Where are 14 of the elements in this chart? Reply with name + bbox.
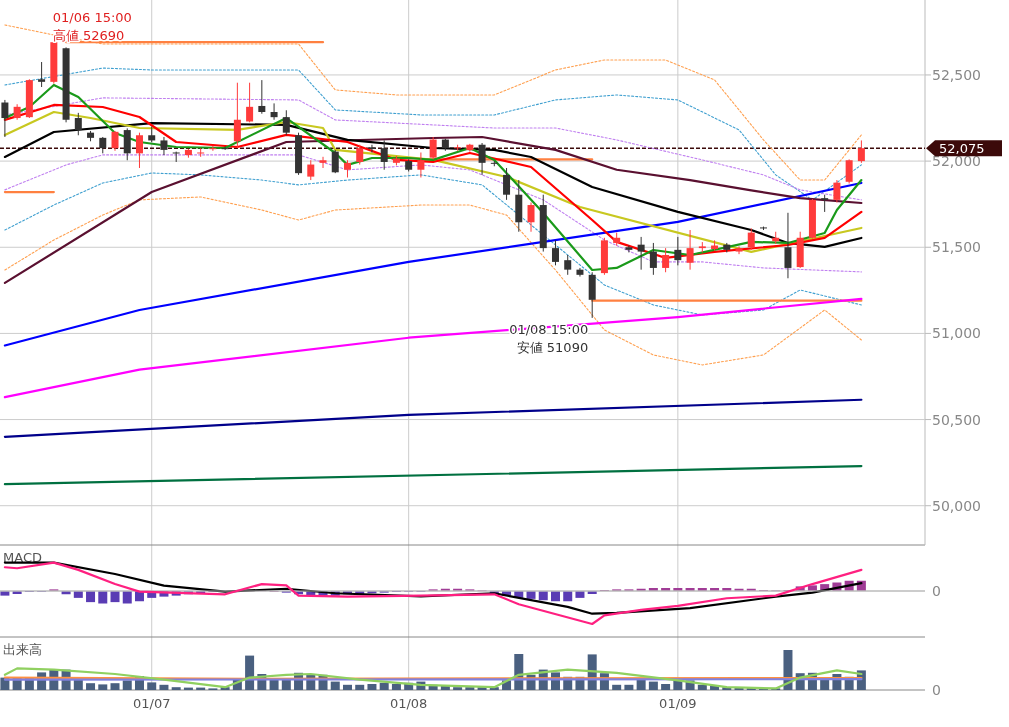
x-tick-label: 01/08 xyxy=(389,696,428,711)
chart-title: 出来高 xyxy=(3,642,42,657)
y-tick-label: 51,500 xyxy=(932,239,981,256)
x-tick-label: 01/09 xyxy=(659,696,697,711)
y-tick-label: 50,500 xyxy=(932,411,981,428)
y-tick-label: 51,000 xyxy=(932,325,981,342)
annotation: 安値 51090 xyxy=(516,339,589,355)
annotation: 01/06 15:00 xyxy=(52,10,132,26)
text: 0 xyxy=(932,682,941,698)
x-tick-label: 01/07 xyxy=(132,696,171,711)
y-tick-label: 52,500 xyxy=(932,66,981,83)
annotation: 高値 52690 xyxy=(52,28,125,44)
text: 0 xyxy=(932,583,941,599)
y-tick-label: 50,000 xyxy=(932,497,981,514)
